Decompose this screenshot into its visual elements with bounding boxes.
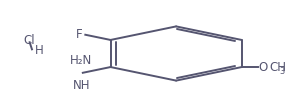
Text: 3: 3: [280, 67, 285, 76]
Text: H₂N: H₂N: [70, 54, 93, 67]
Text: Cl: Cl: [23, 34, 35, 48]
Text: NH: NH: [73, 79, 90, 91]
Text: H: H: [35, 44, 44, 57]
Text: CH: CH: [269, 61, 286, 74]
Text: F: F: [76, 28, 82, 41]
Text: O: O: [259, 61, 268, 74]
